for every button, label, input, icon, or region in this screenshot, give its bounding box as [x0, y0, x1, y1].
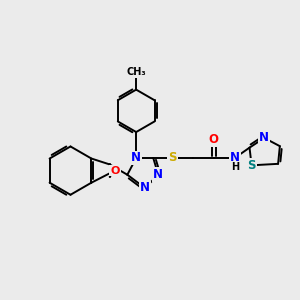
- Text: N: N: [230, 152, 240, 164]
- Text: CH₃: CH₃: [126, 67, 146, 77]
- Text: S: S: [247, 159, 256, 172]
- Text: N: N: [153, 168, 163, 181]
- Text: N: N: [140, 182, 150, 194]
- Text: N: N: [131, 152, 141, 164]
- Text: O: O: [110, 166, 120, 176]
- Text: O: O: [208, 133, 219, 146]
- Text: H: H: [231, 162, 239, 172]
- Text: S: S: [168, 152, 177, 164]
- Text: N: N: [259, 131, 269, 144]
